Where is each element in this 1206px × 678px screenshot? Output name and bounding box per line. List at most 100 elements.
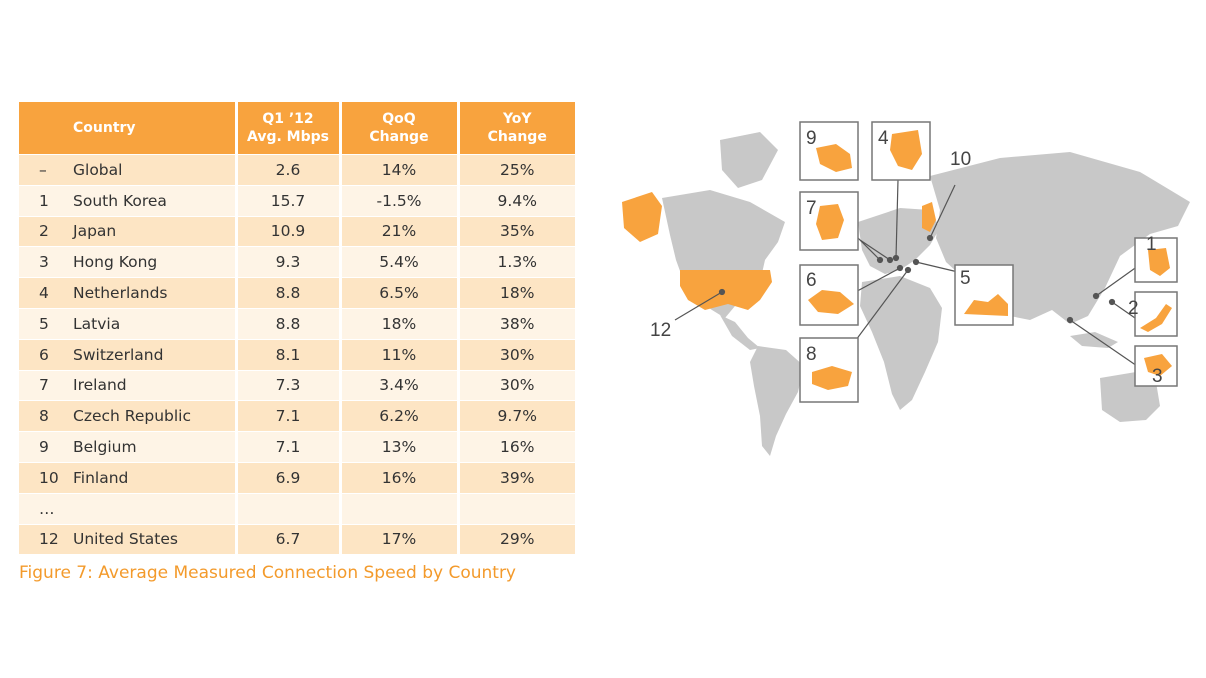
yoy-cell: 9.4% bbox=[456, 184, 575, 217]
rank-label: 9 bbox=[39, 438, 49, 457]
mbps-cell: 9.3 bbox=[234, 246, 340, 278]
mbps-cell: 8.8 bbox=[234, 307, 340, 340]
yoy-cell: 16% bbox=[456, 431, 575, 463]
japan-shape bbox=[1140, 304, 1172, 332]
qoq-cell: 16% bbox=[338, 461, 458, 494]
country-cell: 3 Hong Kong bbox=[19, 246, 236, 278]
yoy-cell: 38% bbox=[456, 307, 575, 340]
qoq-cell: 6.5% bbox=[338, 277, 458, 309]
yoy-cell: 29% bbox=[456, 523, 575, 555]
mbps-cell: 8.1 bbox=[234, 338, 340, 371]
header-qoq: QoQ Change bbox=[338, 102, 458, 155]
figure-caption: Figure 7: Average Measured Connection Sp… bbox=[19, 563, 516, 583]
header-yoy: YoY Change bbox=[456, 102, 575, 155]
header-avg-mbps: Q1 ’12 Avg. Mbps bbox=[234, 102, 340, 155]
belgium-shape bbox=[816, 144, 852, 172]
usa-highlight bbox=[680, 270, 772, 310]
qoq-cell: -1.5% bbox=[338, 184, 458, 217]
inset-box-2 bbox=[1134, 291, 1178, 337]
header-avg-line1: Q1 ’12 bbox=[262, 111, 314, 127]
qoq-cell: 6.2% bbox=[338, 400, 458, 432]
rank-label: 10 bbox=[39, 468, 59, 487]
callout-label: 12 bbox=[650, 320, 671, 341]
rank-label: 4 bbox=[39, 284, 49, 303]
header-qoq-line1: QoQ bbox=[382, 111, 416, 127]
south-korea-shape bbox=[1148, 248, 1170, 276]
table-header-row: Country Q1 ’12 Avg. Mbps QoQ Change YoY … bbox=[19, 102, 575, 155]
mbps-cell: 7.1 bbox=[234, 400, 340, 432]
inset-boxes bbox=[799, 121, 1178, 403]
country-cell: … bbox=[19, 492, 236, 525]
country-cell: – Global bbox=[19, 154, 236, 186]
rank-label: 6 bbox=[39, 345, 49, 364]
country-name: Ireland bbox=[73, 376, 127, 395]
qoq-cell bbox=[338, 492, 458, 525]
callout-label: 4 bbox=[878, 128, 889, 149]
table-row: – Global 2.6 14% 25% bbox=[19, 154, 575, 186]
header-yoy-line1: YoY bbox=[502, 111, 532, 127]
ireland-shape bbox=[816, 204, 844, 240]
callout-label: 7 bbox=[806, 198, 817, 219]
table-row: … bbox=[19, 492, 575, 525]
country-cell: 10 Finland bbox=[19, 461, 236, 494]
callout-lines bbox=[674, 179, 1141, 369]
country-name: Japan bbox=[73, 222, 117, 241]
qoq-cell: 11% bbox=[338, 338, 458, 371]
mbps-cell: 6.9 bbox=[234, 461, 340, 494]
yoy-cell: 30% bbox=[456, 338, 575, 371]
header-qoq-line2: Change bbox=[369, 129, 429, 145]
country-name: Netherlands bbox=[73, 284, 168, 303]
czech-shape bbox=[812, 366, 852, 390]
alaska-highlight bbox=[622, 192, 662, 242]
table-row: 10 Finland 6.9 16% 39% bbox=[19, 461, 575, 494]
yoy-cell: 18% bbox=[456, 277, 575, 309]
qoq-cell: 18% bbox=[338, 307, 458, 340]
country-cell: 9 Belgium bbox=[19, 431, 236, 463]
rank-label: … bbox=[39, 499, 55, 518]
table-row: 1 South Korea 15.7 -1.5% 9.4% bbox=[19, 184, 575, 217]
south-america-shape bbox=[750, 346, 804, 456]
callout-labels: 1 2 3 4 5 6 7 8 9 10 12 bbox=[650, 128, 1163, 387]
country-name: Hong Kong bbox=[73, 253, 158, 272]
country-cell: 1 South Korea bbox=[19, 184, 236, 217]
mbps-cell: 2.6 bbox=[234, 154, 340, 186]
central-america-shape bbox=[720, 315, 760, 350]
rank-label: 2 bbox=[39, 222, 49, 241]
callout-label: 6 bbox=[806, 270, 817, 291]
yoy-cell: 9.7% bbox=[456, 400, 575, 432]
qoq-cell: 14% bbox=[338, 154, 458, 186]
qoq-cell: 21% bbox=[338, 215, 458, 247]
callout-label: 2 bbox=[1128, 298, 1139, 319]
header-yoy-line2: Change bbox=[487, 129, 547, 145]
rank-label: 8 bbox=[39, 407, 49, 426]
rank-label: 5 bbox=[39, 314, 49, 333]
callout-label: 3 bbox=[1152, 366, 1163, 387]
header-avg-line2: Avg. Mbps bbox=[247, 129, 329, 145]
yoy-cell: 1.3% bbox=[456, 246, 575, 278]
callout-label: 10 bbox=[950, 149, 971, 170]
header-country: Country bbox=[19, 102, 236, 155]
table-row: 12 United States 6.7 17% 29% bbox=[19, 523, 575, 555]
country-name: South Korea bbox=[73, 191, 167, 210]
country-cell: 12 United States bbox=[19, 523, 236, 555]
mbps-cell bbox=[234, 492, 340, 525]
yoy-cell: 30% bbox=[456, 369, 575, 401]
country-cell: 6 Switzerland bbox=[19, 338, 236, 371]
mbps-cell: 10.9 bbox=[234, 215, 340, 247]
country-name: Finland bbox=[73, 468, 129, 487]
yoy-cell: 35% bbox=[456, 215, 575, 247]
mbps-cell: 15.7 bbox=[234, 184, 340, 217]
yoy-cell: 25% bbox=[456, 154, 575, 186]
callout-label: 9 bbox=[806, 128, 817, 149]
table-row: 2 Japan 10.9 21% 35% bbox=[19, 215, 575, 247]
table-row: 7 Ireland 7.3 3.4% 30% bbox=[19, 369, 575, 401]
mbps-cell: 8.8 bbox=[234, 277, 340, 309]
rank-label: – bbox=[39, 160, 47, 179]
mbps-cell: 7.1 bbox=[234, 431, 340, 463]
country-cell: 7 Ireland bbox=[19, 369, 236, 401]
country-name: Switzerland bbox=[73, 345, 164, 364]
yoy-cell: 39% bbox=[456, 461, 575, 494]
qoq-cell: 13% bbox=[338, 431, 458, 463]
callout-label: 1 bbox=[1146, 234, 1157, 255]
table-row: 4 Netherlands 8.8 6.5% 18% bbox=[19, 277, 575, 309]
